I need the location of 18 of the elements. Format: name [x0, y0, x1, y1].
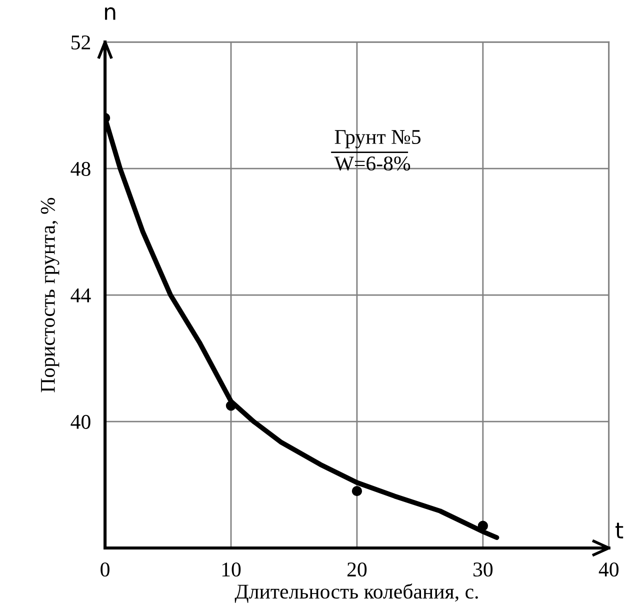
y-tick-label: 44 — [70, 288, 91, 302]
y-axis-title: Пористость грунта, % — [40, 198, 60, 392]
x-tick-label: 20 — [347, 562, 367, 577]
x-tick-label: 40 — [598, 562, 618, 577]
x-tick-label: 0 — [100, 562, 110, 577]
text: n — [105, 7, 116, 20]
point — [478, 520, 488, 531]
point — [352, 486, 362, 496]
text: t — [616, 522, 624, 538]
x-tick-label: 30 — [473, 562, 493, 577]
point — [226, 400, 236, 411]
y-tick-label: 40 — [70, 414, 90, 429]
x-axis-title: Длительность колебания, с. — [234, 584, 478, 603]
x-tick-label: 10 — [222, 562, 241, 577]
y-tick-label: 48 — [70, 162, 90, 176]
y-tick-label: 52 — [72, 35, 90, 50]
annotation: Грунт №5 — [334, 130, 421, 148]
annotation: W=6-8% — [334, 156, 410, 171]
